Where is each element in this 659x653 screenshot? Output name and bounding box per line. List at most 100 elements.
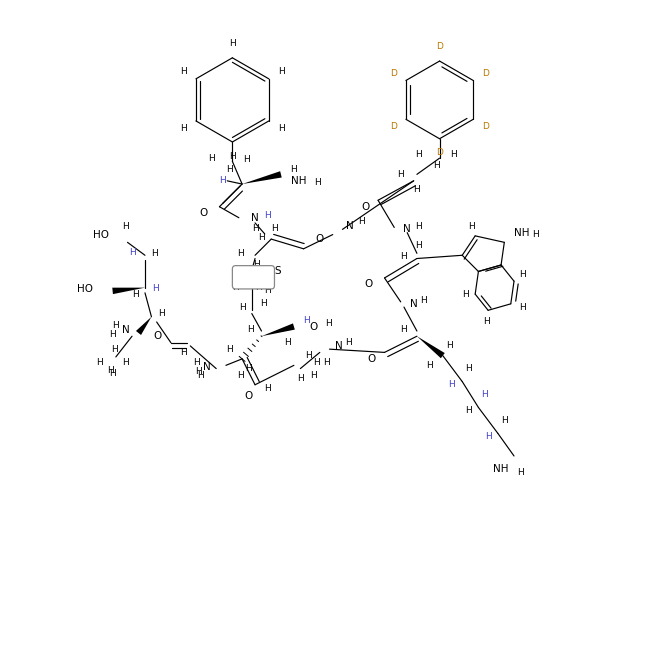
Text: H: H [219,176,226,185]
Text: H: H [271,223,278,232]
Text: H: H [232,283,239,292]
Text: H: H [401,325,407,334]
Text: D: D [390,69,397,78]
Text: NH: NH [291,176,306,186]
Text: H: H [195,368,202,376]
Text: H: H [229,151,236,161]
Polygon shape [262,323,295,336]
Text: H: H [229,39,236,48]
Text: H: H [129,247,135,257]
Text: H: H [415,221,422,231]
Text: H: H [193,358,200,366]
Text: H: H [415,150,422,159]
Text: N: N [410,299,418,309]
Text: H: H [284,338,291,347]
Text: N: N [403,225,411,234]
Text: H: H [255,283,262,292]
Text: H: H [501,416,507,425]
Text: H: H [180,123,187,133]
Text: H: H [314,178,321,187]
Text: H: H [519,270,526,279]
Text: H: H [111,345,118,354]
Text: H: H [152,249,158,259]
Text: H: H [254,261,260,270]
Polygon shape [417,336,445,358]
Text: H: H [483,317,490,326]
Text: D: D [482,122,489,131]
Text: H: H [226,345,233,354]
Text: H: H [297,374,304,383]
Text: H: H [397,170,404,179]
Text: HO: HO [94,230,109,240]
Text: H: H [303,315,310,325]
Text: O: O [199,208,208,218]
Text: H: H [305,351,312,360]
Text: H: H [278,123,285,133]
Text: N: N [347,221,354,231]
Text: S: S [274,266,281,276]
Text: H: H [420,296,427,305]
Text: H: H [243,155,250,164]
Text: H: H [109,330,116,339]
Text: H: H [180,67,187,76]
Text: H: H [433,161,440,170]
Text: H: H [239,302,245,311]
Text: H: H [448,380,455,389]
Text: H: H [153,285,159,293]
FancyBboxPatch shape [233,266,274,289]
Text: D: D [390,122,397,131]
Text: O: O [364,279,372,289]
Text: H: H [226,165,233,174]
Text: H: H [260,299,267,308]
Text: N: N [335,341,343,351]
Text: H: H [107,366,114,375]
Text: H: H [196,370,204,379]
Text: H: H [465,406,472,415]
Text: H: H [414,185,420,194]
Text: H: H [469,221,475,231]
Text: O: O [368,354,376,364]
Text: D: D [436,42,443,52]
Text: H: H [265,287,272,295]
Text: O: O [361,202,369,212]
Polygon shape [242,171,282,184]
Text: D: D [482,69,489,78]
Text: H: H [96,358,103,366]
Text: O: O [309,321,318,332]
Text: H: H [258,232,265,242]
Text: H: H [358,217,365,226]
Text: D: D [436,148,443,157]
Text: H: H [426,361,433,370]
Text: H: H [323,358,330,366]
Text: H: H [265,211,272,219]
Polygon shape [136,317,152,335]
Text: Abs: Abs [244,274,262,283]
Text: H: H [415,241,422,250]
Text: H: H [519,302,526,311]
Text: O: O [244,391,252,402]
Text: H: H [462,290,469,298]
Text: H: H [485,432,492,441]
Text: H: H [465,364,472,373]
Text: H: H [245,364,252,373]
Text: H: H [252,223,258,232]
Text: H: H [517,468,524,477]
Text: H: H [482,390,488,399]
Text: NH: NH [514,228,530,238]
Text: H: H [109,368,116,377]
Text: H: H [113,321,119,330]
Polygon shape [112,288,145,294]
Text: H: H [310,370,317,379]
Text: H: H [181,348,187,357]
Text: H: H [265,383,272,392]
Text: H: H [325,319,331,328]
Text: H: H [237,249,244,259]
Text: H: H [122,221,129,231]
Text: H: H [278,67,285,76]
Text: N: N [202,362,210,372]
Text: N: N [251,213,259,223]
Text: H: H [345,338,353,347]
Text: H: H [158,309,165,318]
Text: O: O [154,331,162,342]
Text: NH: NH [494,464,509,474]
